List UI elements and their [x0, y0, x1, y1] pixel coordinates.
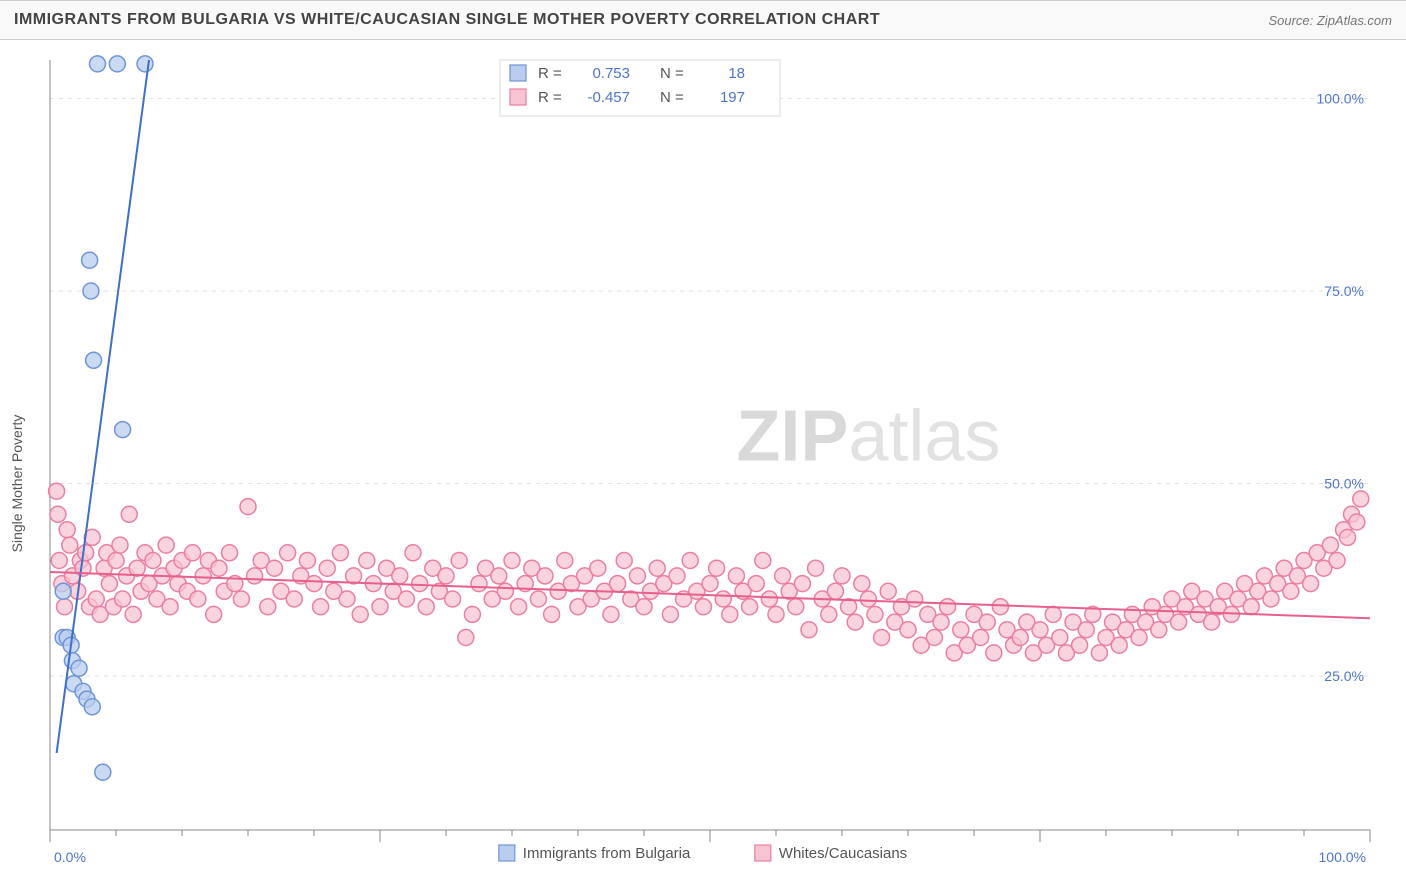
- x-left-label: 0.0%: [54, 849, 86, 865]
- svg-text:R =: R =: [538, 89, 562, 106]
- svg-text:R =: R =: [538, 65, 562, 82]
- svg-text:ZIPatlas: ZIPatlas: [736, 396, 1000, 476]
- y-tick-label: 75.0%: [1324, 283, 1364, 299]
- y-tick-label: 25.0%: [1324, 668, 1364, 684]
- svg-text:-0.457: -0.457: [587, 89, 630, 106]
- chart-area: ZIPatlas 25.0% 50.0% 75.0% 100.0% Single Moth…: [0, 40, 1406, 892]
- correlation-legend: R = 0.753 N = 18 R = -0.457 N = 197: [500, 60, 780, 116]
- x-right-label: 100.0%: [1319, 849, 1366, 865]
- source-label: Source:: [1268, 13, 1316, 28]
- svg-text:18: 18: [728, 65, 745, 82]
- y-tick-label: 50.0%: [1324, 476, 1364, 492]
- source-attribution: Source: ZipAtlas.com: [1268, 13, 1392, 28]
- title-bar: IMMIGRANTS FROM BULGARIA VS WHITE/CAUCAS…: [0, 0, 1406, 40]
- series-legend: Immigrants from Bulgaria Whites/Caucasian…: [499, 845, 907, 862]
- series-0: [55, 56, 153, 780]
- legend-label: Immigrants from Bulgaria: [523, 845, 691, 862]
- y-axis-label: Single Mother Poverty: [9, 415, 25, 553]
- series-1: [49, 483, 1369, 661]
- svg-text:0.753: 0.753: [592, 65, 630, 82]
- svg-text:N =: N =: [660, 89, 684, 106]
- watermark: ZIPatlas: [736, 396, 1000, 476]
- y-tick-label: 100.0%: [1317, 91, 1364, 107]
- legend-label: Whites/Caucasians: [779, 845, 907, 862]
- scatter-chart-svg: ZIPatlas 25.0% 50.0% 75.0% 100.0% Single Moth…: [0, 40, 1406, 892]
- trend-line: [57, 60, 149, 753]
- svg-text:197: 197: [720, 89, 745, 106]
- chart-title: IMMIGRANTS FROM BULGARIA VS WHITE/CAUCAS…: [14, 11, 880, 29]
- source-value: ZipAtlas.com: [1317, 13, 1392, 28]
- svg-text:N =: N =: [660, 65, 684, 82]
